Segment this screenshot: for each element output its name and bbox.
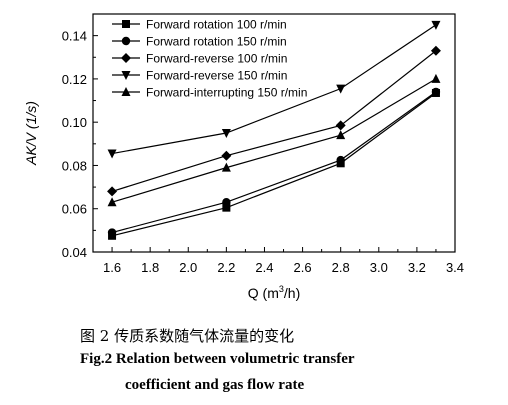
legend-label: Forward-interrupting 150 r/min [146, 86, 307, 100]
y-tick-label: 0.08 [62, 158, 87, 173]
data-point [336, 130, 346, 140]
data-point [336, 84, 346, 94]
y-tick-label: 0.06 [62, 202, 87, 217]
y-tick-label: 0.04 [62, 245, 87, 260]
series-line [111, 50, 437, 192]
legend-label: Forward-reverse 150 r/min [146, 69, 287, 83]
x-tick-label: 2.6 [294, 260, 312, 275]
figure-caption-english-line1: Fig.2 Relation between volumetric transf… [80, 351, 355, 367]
x-tick-label: 3.0 [370, 260, 388, 275]
x-tick-label: 2.4 [255, 260, 273, 275]
chart: 1.6 1.8 2.0 2.2 2.4 2.6 2.8 3.0 3.2 3.4 0.04 0.06 0.… [23, 13, 464, 301]
data-point [107, 149, 117, 159]
series-line [111, 78, 437, 203]
data-point [431, 73, 441, 83]
data-point [222, 198, 231, 207]
data-point [222, 203, 231, 212]
series-line [111, 91, 437, 234]
figure-caption-english-line2: coefficient and gas flow rate [125, 377, 305, 393]
data-point [221, 162, 231, 172]
x-tick-label: 3.2 [408, 260, 426, 275]
legend-marker [121, 71, 131, 80]
data-point [335, 120, 346, 131]
data-point [107, 197, 117, 207]
y-tick-label: 0.10 [62, 115, 87, 130]
data-point [336, 155, 345, 165]
legend-marker [122, 20, 130, 28]
data-point [107, 228, 117, 237]
axes-frame [92, 13, 456, 253]
x-axis-label: Q (m3/h) [248, 284, 300, 301]
x-tick-label: 1.6 [103, 260, 121, 275]
series-line [111, 92, 437, 237]
x-tick-label: 2.0 [179, 260, 197, 275]
data-point [221, 150, 232, 161]
data-point [430, 45, 441, 56]
series-line [111, 24, 437, 155]
legend-marker [121, 36, 131, 46]
x-tick-label: 3.4 [446, 260, 464, 275]
y-tick-label: 0.12 [62, 72, 87, 87]
legend-label: Forward rotation 150 r/min [146, 35, 287, 49]
y-axis-label: AK/V (1/s) [23, 101, 39, 166]
data-point [431, 87, 441, 97]
y-tick-label: 0.14 [62, 29, 87, 44]
data-point [221, 129, 231, 138]
x-tick-label: 1.8 [141, 260, 159, 275]
data-point [107, 186, 118, 197]
plot-area: 1.6 1.8 2.0 2.2 2.4 2.6 2.8 3.0 3.2 3.4 0.04 0.06 0.… [23, 13, 464, 301]
x-tick-label: 2.2 [217, 260, 235, 275]
figure-caption-chinese: 图 2 传质系数随气体流量的变化 [80, 327, 295, 345]
legend-label: Forward rotation 100 r/min [146, 18, 287, 32]
legend-label: Forward-reverse 100 r/min [146, 52, 287, 66]
legend-marker [121, 53, 131, 63]
x-tick-label: 2.8 [332, 260, 350, 275]
legend-marker [121, 87, 131, 96]
data-point [431, 20, 441, 30]
